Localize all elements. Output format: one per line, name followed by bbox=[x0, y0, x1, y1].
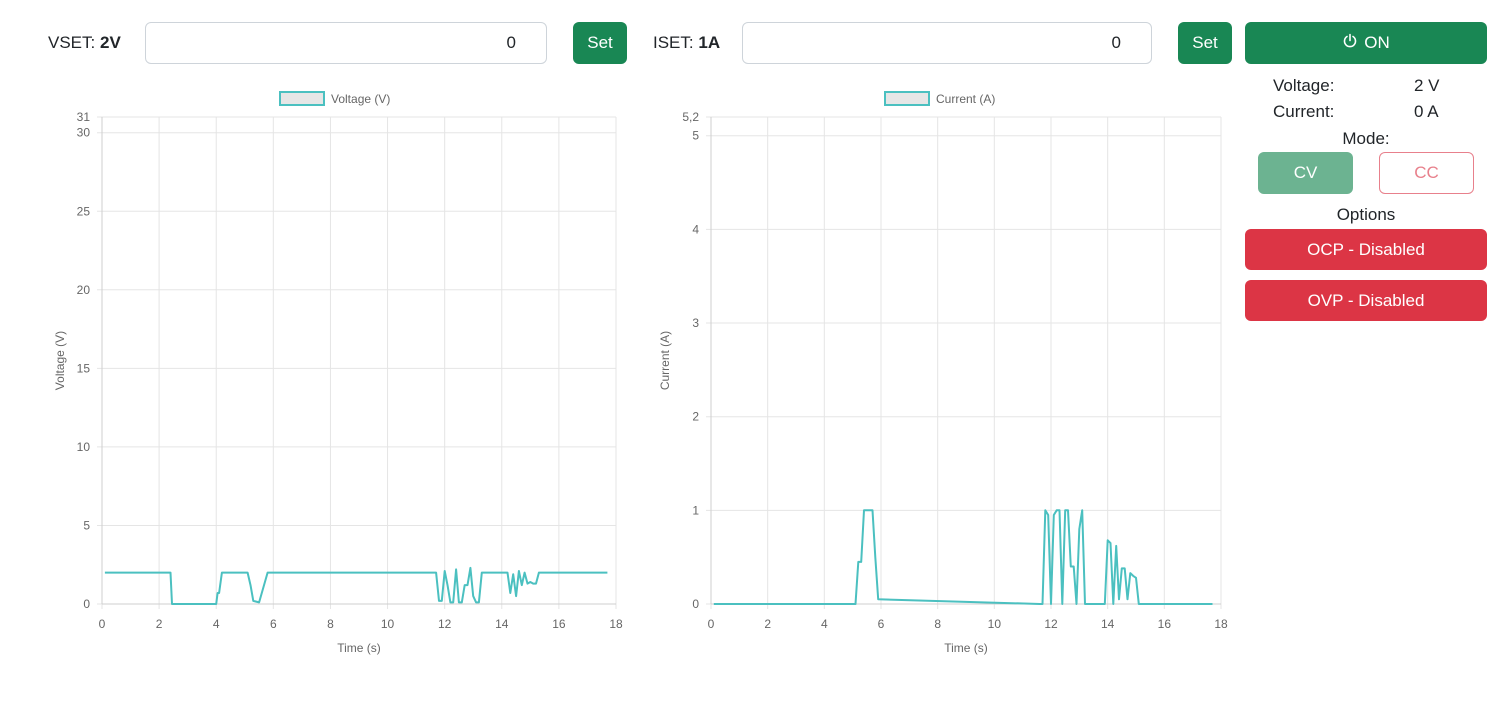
legend-label: Current (A) bbox=[936, 92, 995, 106]
iset-label-text: ISET: bbox=[653, 33, 694, 52]
y-tick-label: 31 bbox=[77, 110, 91, 124]
legend-label: Voltage (V) bbox=[331, 92, 390, 106]
x-tick-label: 18 bbox=[609, 617, 623, 631]
current-readout-label: Current: bbox=[1273, 102, 1335, 121]
vset-set-button[interactable]: Set bbox=[573, 22, 627, 64]
power-icon bbox=[1342, 33, 1358, 54]
vset-value: 2V bbox=[99, 33, 121, 52]
legend-swatch bbox=[279, 91, 325, 106]
ocp-toggle-button[interactable]: OCP - Disabled bbox=[1245, 229, 1487, 270]
x-tick-label: 16 bbox=[1158, 617, 1172, 631]
x-tick-label: 4 bbox=[821, 617, 828, 631]
x-tick-label: 16 bbox=[552, 617, 566, 631]
ovp-toggle-button[interactable]: OVP - Disabled bbox=[1245, 280, 1487, 321]
x-tick-label: 8 bbox=[327, 617, 334, 631]
x-tick-label: 12 bbox=[1044, 617, 1058, 631]
x-axis-label: Time (s) bbox=[944, 641, 988, 655]
y-tick-label: 2 bbox=[692, 410, 699, 424]
vset-label: VSET: 2V bbox=[48, 33, 121, 53]
x-tick-label: 14 bbox=[495, 617, 509, 631]
iset-value: 1A bbox=[698, 33, 721, 52]
voltage-readout-value: 2 V bbox=[1414, 76, 1440, 95]
y-tick-label: 30 bbox=[77, 126, 91, 140]
x-tick-label: 6 bbox=[270, 617, 277, 631]
y-tick-label: 1 bbox=[692, 503, 699, 517]
series-line bbox=[104, 566, 608, 605]
voltage-chart: 0 5 10 15 20 25 30 31 0 2 4 6 8 10 12 14 16 18 Time (s) Vol… bbox=[53, 91, 623, 655]
power-label: ON bbox=[1364, 33, 1390, 52]
series-line bbox=[713, 509, 1213, 605]
vset-label-text: VSET: bbox=[48, 33, 96, 52]
iset-set-button[interactable]: Set bbox=[1178, 22, 1232, 64]
options-label: Options bbox=[1336, 205, 1396, 224]
y-tick-label: 5 bbox=[692, 129, 699, 143]
y-tick-label: 5 bbox=[83, 518, 90, 532]
y-axis-label: Current (A) bbox=[658, 331, 672, 390]
x-tick-label: 10 bbox=[988, 617, 1002, 631]
x-tick-label: 0 bbox=[99, 617, 106, 631]
x-tick-label: 14 bbox=[1101, 617, 1115, 631]
y-tick-label: 15 bbox=[77, 361, 91, 375]
iset-label: ISET: 1A bbox=[653, 33, 720, 53]
x-tick-label: 10 bbox=[381, 617, 395, 631]
mode-cc-button[interactable]: CC bbox=[1379, 152, 1474, 194]
x-tick-label: 8 bbox=[934, 617, 941, 631]
legend-swatch bbox=[884, 91, 930, 106]
x-tick-label: 18 bbox=[1214, 617, 1228, 631]
y-tick-label: 25 bbox=[77, 204, 91, 218]
y-tick-label: 0 bbox=[83, 597, 90, 611]
x-tick-label: 2 bbox=[156, 617, 163, 631]
y-axis-label: Voltage (V) bbox=[53, 331, 67, 390]
y-tick-label: 3 bbox=[692, 316, 699, 330]
voltage-readout-label: Voltage: bbox=[1273, 76, 1335, 95]
x-axis-label: Time (s) bbox=[337, 641, 381, 655]
y-tick-label: 0 bbox=[692, 597, 699, 611]
x-tick-label: 4 bbox=[213, 617, 220, 631]
x-tick-label: 6 bbox=[878, 617, 885, 631]
power-on-button[interactable]: ON bbox=[1245, 22, 1487, 64]
current-readout-value: 0 A bbox=[1414, 102, 1439, 121]
x-tick-label: 12 bbox=[438, 617, 452, 631]
y-tick-label: 4 bbox=[692, 222, 699, 236]
x-tick-label: 2 bbox=[764, 617, 771, 631]
mode-label: Mode: bbox=[1342, 129, 1390, 148]
y-tick-label: 10 bbox=[77, 440, 91, 454]
y-tick-label: 5,2 bbox=[682, 110, 699, 124]
vset-input[interactable] bbox=[145, 22, 547, 64]
x-tick-label: 0 bbox=[708, 617, 715, 631]
mode-cv-button[interactable]: CV bbox=[1258, 152, 1353, 194]
iset-input[interactable] bbox=[742, 22, 1152, 64]
y-tick-label: 20 bbox=[77, 283, 91, 297]
